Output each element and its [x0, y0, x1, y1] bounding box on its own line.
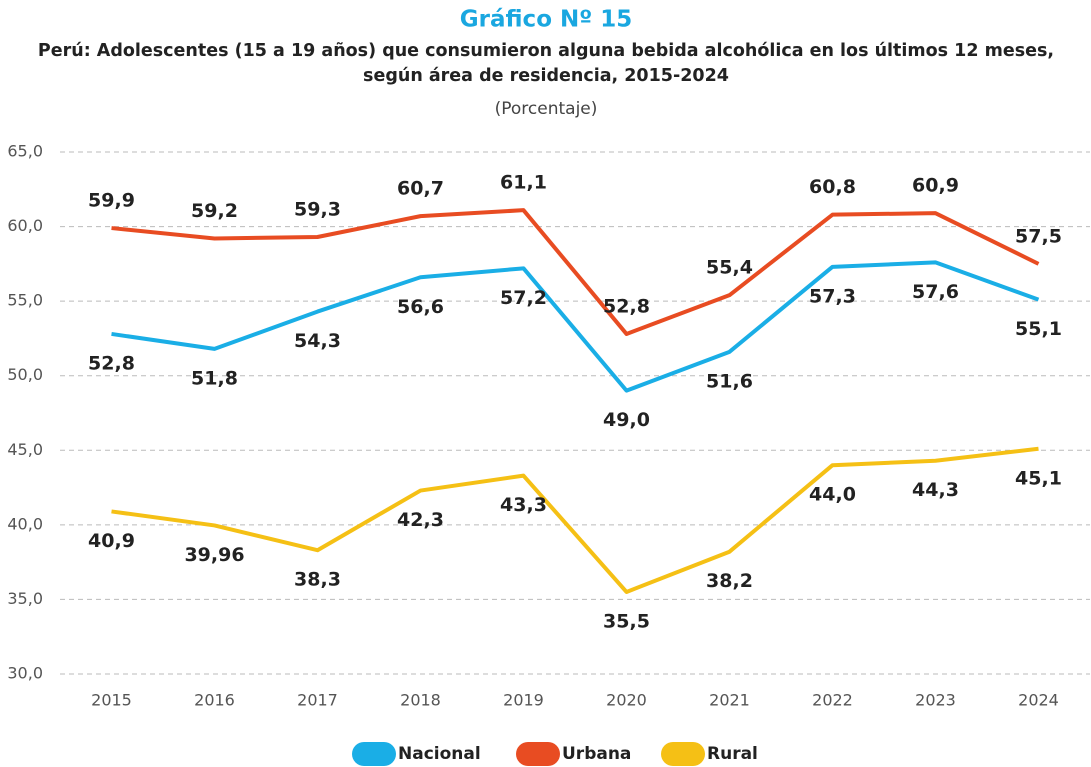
- data-label: 60,8: [809, 176, 856, 198]
- legend-swatch: [352, 742, 396, 766]
- data-label: 38,2: [706, 570, 753, 592]
- data-label: 39,96: [184, 544, 244, 566]
- data-label: 59,9: [88, 190, 135, 212]
- data-label: 52,8: [603, 295, 650, 317]
- data-label: 42,3: [397, 509, 444, 531]
- data-label: 40,9: [88, 530, 135, 552]
- y-tick-label: 35,0: [7, 589, 43, 608]
- y-tick-label: 60,0: [7, 216, 43, 235]
- data-label: 52,8: [88, 352, 135, 374]
- data-label: 57,6: [912, 281, 959, 303]
- unit-label: (Porcentaje): [495, 99, 598, 119]
- data-label: 49,0: [603, 409, 650, 431]
- legend-swatch: [661, 742, 705, 766]
- data-label: 55,4: [706, 257, 753, 279]
- data-label: 57,2: [500, 287, 547, 309]
- data-label: 60,9: [912, 175, 959, 197]
- data-label: 44,3: [912, 479, 959, 501]
- x-tick-label: 2024: [1018, 691, 1059, 710]
- x-tick-label: 2022: [812, 691, 853, 710]
- data-label: 54,3: [294, 330, 341, 352]
- y-tick-label: 40,0: [7, 514, 43, 533]
- legend-label: Rural: [707, 744, 758, 764]
- legend-label: Nacional: [398, 744, 481, 764]
- data-label: 45,1: [1015, 467, 1062, 489]
- x-tick-label: 2020: [606, 691, 647, 710]
- data-label: 59,3: [294, 199, 341, 221]
- chart-title: Gráfico Nº 15: [460, 7, 632, 33]
- x-tick-label: 2017: [297, 691, 338, 710]
- data-label: 57,3: [809, 285, 856, 307]
- x-tick-label: 2016: [194, 691, 235, 710]
- series-line: [111, 260, 1040, 393]
- data-label: 35,5: [603, 610, 650, 632]
- data-label: 43,3: [500, 494, 547, 516]
- x-tick-label: 2015: [91, 691, 132, 710]
- data-label: 51,8: [191, 367, 238, 389]
- chart-subtitle: según área de residencia, 2015-2024: [363, 66, 729, 86]
- data-label: 57,5: [1015, 225, 1062, 247]
- data-label: 44,0: [809, 484, 856, 506]
- x-tick-label: 2019: [503, 691, 544, 710]
- data-label: 51,6: [706, 370, 753, 392]
- y-tick-label: 45,0: [7, 440, 43, 459]
- y-tick-label: 55,0: [7, 291, 43, 310]
- data-label: 59,2: [191, 200, 238, 222]
- y-tick-label: 65,0: [7, 142, 43, 161]
- data-label: 55,1: [1015, 318, 1062, 340]
- x-tick-label: 2023: [915, 691, 956, 710]
- legend-swatch: [516, 742, 560, 766]
- data-label: 38,3: [294, 569, 341, 591]
- y-tick-label: 50,0: [7, 365, 43, 384]
- y-tick-label: 30,0: [7, 664, 43, 683]
- series-line: [111, 208, 1040, 336]
- chart-subtitle: Perú: Adolescentes (15 a 19 años) que co…: [38, 41, 1054, 61]
- data-label: 61,1: [500, 172, 547, 194]
- series-line: [111, 446, 1039, 594]
- x-tick-label: 2018: [400, 691, 441, 710]
- data-label: 60,7: [397, 178, 444, 200]
- legend-label: Urbana: [562, 744, 631, 764]
- data-label: 56,6: [397, 296, 444, 318]
- x-tick-label: 2021: [709, 691, 750, 710]
